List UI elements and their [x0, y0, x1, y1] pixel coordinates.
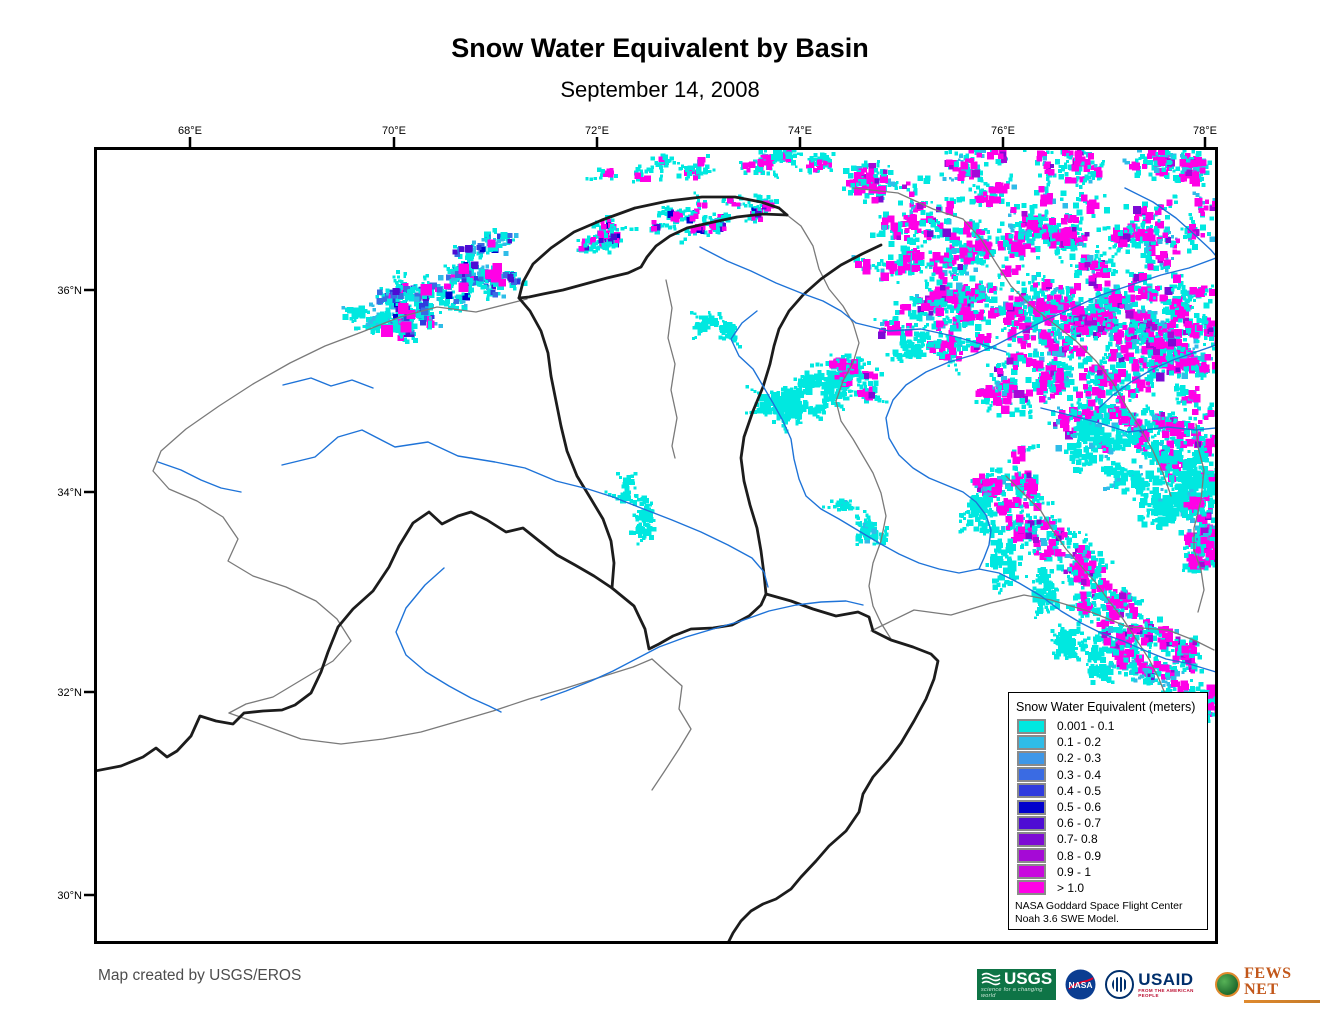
- legend-swatch: [1017, 831, 1046, 847]
- legend-item-label: 0.001 - 0.1: [1057, 719, 1115, 734]
- page-subtitle: September 14, 2008: [560, 77, 760, 102]
- usaid-seal-icon: [1105, 970, 1135, 999]
- map-credit: Map created by USGS/EROS: [98, 967, 302, 984]
- legend-item-label: 0.8 - 0.9: [1057, 848, 1102, 863]
- legend-item: > 1.0: [1017, 880, 1207, 896]
- legend-swatch: [1017, 718, 1046, 734]
- legend-item: 0.6 - 0.7: [1017, 815, 1207, 831]
- legend-item: 0.1 - 0.2: [1017, 734, 1207, 750]
- top-axis-tick-label: 68°E: [178, 125, 202, 137]
- legend-item-label: 0.3 - 0.4: [1057, 767, 1102, 782]
- legend-item-label: 0.9 - 1: [1057, 864, 1092, 879]
- left-axis-tick-label: 36°N: [57, 285, 82, 297]
- usaid-logo: USAID FROM THE AMERICAN PEOPLE: [1105, 970, 1206, 999]
- legend-swatch: [1017, 864, 1046, 880]
- top-axis-tick-label: 74°E: [788, 125, 812, 137]
- nasa-logo-text: NASA: [1069, 980, 1093, 990]
- usgs-logo-text: USGS: [1004, 969, 1053, 988]
- legend-item: 0.7- 0.8: [1017, 831, 1207, 847]
- fewsnet-tagline-bar: [1244, 999, 1320, 1003]
- legend-source-line2: Noah 3.6 SWE Model.: [1015, 913, 1119, 926]
- legend: Snow Water Equivalent (meters) 0.001 - 0…: [1008, 692, 1208, 930]
- legend-item: 0.3 - 0.4: [1017, 767, 1207, 783]
- top-axis-tick-label: 72°E: [585, 125, 609, 137]
- legend-item: 0.001 - 0.1: [1017, 718, 1207, 734]
- legend-swatch: [1017, 750, 1046, 766]
- top-axis-tick-label: 76°E: [991, 125, 1015, 137]
- legend-item: 0.5 - 0.6: [1017, 799, 1207, 815]
- top-axis-tick-label: 70°E: [382, 125, 406, 137]
- legend-item-label: > 1.0: [1057, 880, 1085, 895]
- fewsnet-globe-icon: [1215, 972, 1241, 997]
- legend-swatch: [1017, 767, 1046, 783]
- usaid-logo-text: USAID: [1138, 970, 1194, 989]
- left-axis-tick-label: 32°N: [57, 687, 82, 699]
- usgs-wave-icon: [981, 972, 1001, 985]
- subbasin-boundaries: [152, 187, 1215, 791]
- legend-item-label: 0.1 - 0.2: [1057, 735, 1102, 750]
- top-axis-tick-label: 78°E: [1193, 125, 1217, 137]
- legend-item: 0.4 - 0.5: [1017, 783, 1207, 799]
- legend-title: Snow Water Equivalent (meters): [1016, 700, 1196, 714]
- legend-item: 0.2 - 0.3: [1017, 750, 1207, 766]
- nasa-logo: NASA: [1065, 969, 1096, 1000]
- usaid-tagline: FROM THE AMERICAN PEOPLE: [1138, 988, 1194, 998]
- legend-item: 0.9 - 1: [1017, 864, 1207, 880]
- legend-item: 0.8 - 0.9: [1017, 848, 1207, 864]
- legend-source-line1: NASA Goddard Space Flight Center: [1015, 900, 1183, 913]
- legend-swatch: [1017, 880, 1046, 896]
- usgs-tagline: science for a changing world: [981, 987, 1043, 999]
- legend-swatch: [1017, 848, 1046, 864]
- fewsnet-logo-text: FEWS NET: [1244, 965, 1292, 998]
- legend-item-label: 0.5 - 0.6: [1057, 800, 1102, 815]
- usgs-logo: USGS science for a changing world: [977, 969, 1057, 1000]
- legend-swatch: [1017, 783, 1046, 799]
- legend-item-label: 0.7- 0.8: [1057, 832, 1098, 847]
- map-frame: [94, 147, 1218, 944]
- left-axis: 36°N 34°N 32°N 30°N: [57, 285, 95, 902]
- legend-item-label: 0.2 - 0.3: [1057, 751, 1102, 766]
- legend-rows: 0.001 - 0.1 0.1 - 0.2 0.2 - 0.3 0.3 - 0.4 0.…: [1009, 718, 1207, 896]
- main-basin-boundary: [97, 195, 940, 941]
- rivers: [157, 187, 1215, 713]
- legend-item-label: 0.6 - 0.7: [1057, 816, 1102, 831]
- page-title: Snow Water Equivalent by Basin: [451, 33, 869, 63]
- legend-swatch: [1017, 815, 1046, 831]
- left-axis-tick-label: 34°N: [57, 487, 82, 499]
- logo-strip: USGS science for a changing world NASA U…: [977, 966, 1320, 1003]
- legend-swatch: [1017, 734, 1046, 750]
- legend-source: NASA Goddard Space Flight Center Noah 3.…: [1009, 896, 1207, 926]
- legend-item-label: 0.4 - 0.5: [1057, 783, 1102, 798]
- legend-swatch: [1017, 799, 1046, 815]
- snow-cover-layer: [341, 150, 1215, 730]
- left-axis-tick-label: 30°N: [57, 890, 82, 902]
- fewsnet-logo: FEWS NET: [1215, 966, 1320, 1003]
- top-axis: 68°E 70°E 72°E 74°E 76°E 78°E: [178, 125, 1217, 148]
